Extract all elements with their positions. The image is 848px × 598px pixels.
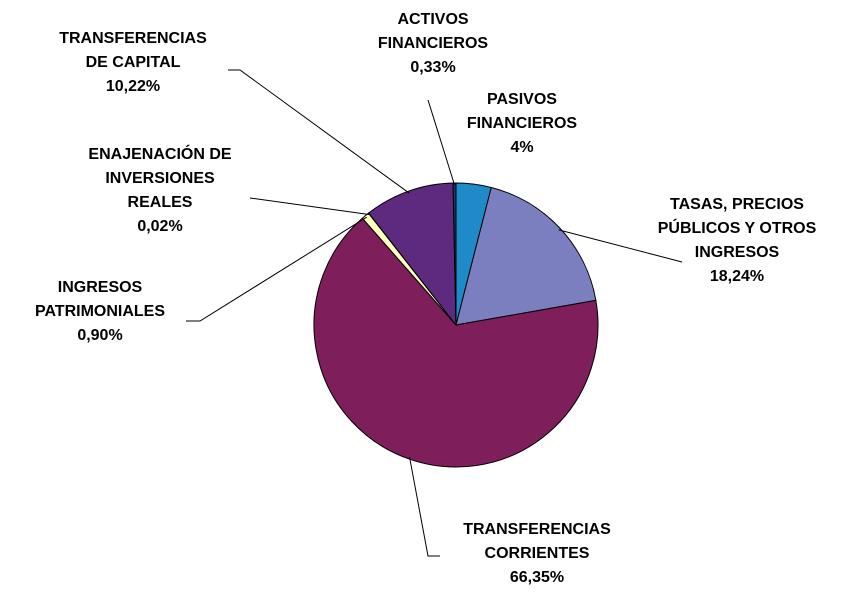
category-label: ENAJENACIÓN DE INVERSIONES REALES [88, 146, 232, 211]
leader-line [427, 99, 456, 186]
value-label: 0,33% [410, 59, 456, 76]
value-label: 10,22% [105, 78, 161, 95]
leader-line [249, 197, 370, 216]
category-label: INGRESOS PATRIMONIALES [34, 279, 166, 320]
category-label: TRANSFERENCIAS DE CAPITAL [59, 30, 207, 71]
slice-label: ACTIVOS FINANCIEROS 0,33% [363, 8, 503, 80]
leader-line [228, 69, 410, 194]
pie-slice [367, 182, 457, 327]
category-label: TASAS, PRECIOS PÚBLICOS Y OTROS INGRESOS [657, 196, 817, 261]
leader-line [186, 216, 367, 322]
slice-label: PASIVOS FINANCIEROS 4% [452, 88, 592, 160]
slice-label: INGRESOS PATRIMONIALES 0,90% [20, 276, 180, 348]
category-label: ACTIVOS FINANCIEROS [377, 11, 489, 52]
pie-slice [455, 186, 597, 326]
pie-slice [452, 182, 457, 326]
slice-label: TRANSFERENCIAS DE CAPITAL 10,22% [53, 27, 213, 99]
value-label: 18,24% [709, 268, 765, 285]
slice-label: TRANSFERENCIAS CORRIENTES 66,35% [457, 518, 617, 590]
slice-label: ENAJENACIÓN DE INVERSIONES REALES 0,02% [78, 143, 243, 239]
value-label: 66,35% [509, 569, 565, 586]
slice-label: TASAS, PRECIOS PÚBLICOS Y OTROS INGRESOS… [656, 193, 818, 289]
leader-line [558, 229, 683, 263]
pie-slice [313, 217, 599, 468]
value-label: 4% [510, 139, 534, 156]
value-label: 0,90% [77, 327, 123, 344]
category-label: TRANSFERENCIAS CORRIENTES [463, 521, 611, 562]
category-label: PASIVOS FINANCIEROS [466, 91, 578, 132]
leader-line [409, 456, 440, 557]
value-label: 0,02% [137, 218, 183, 235]
